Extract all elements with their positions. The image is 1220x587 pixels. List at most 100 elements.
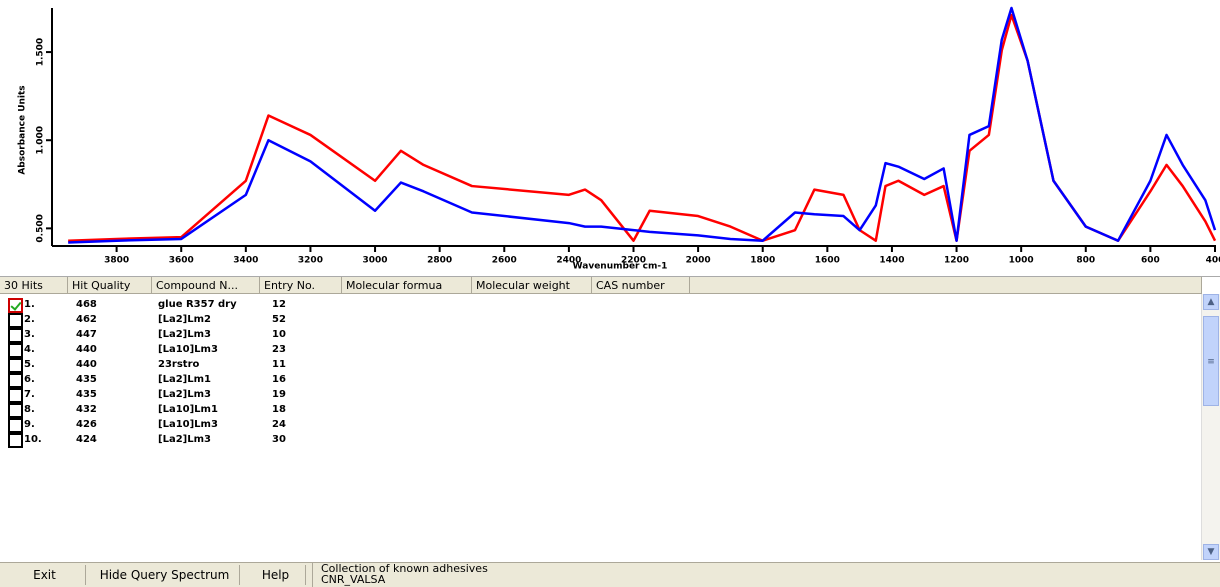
- table-cell: 440: [76, 359, 97, 370]
- column-header[interactable]: CAS number: [592, 277, 690, 294]
- x-tick-label: 800: [1076, 256, 1095, 266]
- table-cell: 19: [272, 389, 286, 400]
- table-cell: 6.: [24, 374, 35, 385]
- x-tick-label: 2400: [556, 256, 581, 266]
- x-tick-label: 2800: [427, 256, 452, 266]
- table-cell: 435: [76, 374, 97, 385]
- hits-table: ▲ ≡ ▼ 30 Hits Hit Quality Compound N... Ent…: [0, 276, 1220, 561]
- table-cell: [La2]Lm3: [158, 389, 211, 400]
- table-cell: 30: [272, 434, 286, 445]
- table-cell: 11: [272, 359, 286, 370]
- table-row[interactable]: 7. 435 [La2]Lm3 19: [0, 387, 1200, 403]
- table-cell: [La2]Lm3: [158, 329, 211, 340]
- checkbox[interactable]: [8, 343, 23, 358]
- checkbox[interactable]: [8, 298, 23, 313]
- table-cell: 424: [76, 434, 97, 445]
- y-tick-label: 1.000: [36, 126, 46, 154]
- column-header[interactable]: Molecular weight: [472, 277, 592, 294]
- table-cell: 7.: [24, 389, 35, 400]
- column-header[interactable]: Entry No.: [260, 277, 342, 294]
- table-cell: [La2]Lm3: [158, 434, 211, 445]
- table-cell: 435: [76, 389, 97, 400]
- scroll-up[interactable]: ▲: [1203, 294, 1219, 310]
- scroll-down[interactable]: ▼: [1203, 544, 1219, 560]
- table-cell: 18: [272, 404, 286, 415]
- bottom-bar: Collection of known adhesives CNR_VALSA E…: [0, 562, 1220, 587]
- table-cell: 468: [76, 299, 97, 310]
- x-tick-label: 2000: [686, 256, 711, 266]
- table-cell: 462: [76, 314, 97, 325]
- checkbox[interactable]: [8, 433, 23, 448]
- table-cell: 440: [76, 344, 97, 355]
- column-header[interactable]: Molecular formua: [342, 277, 472, 294]
- x-tick-label: 3600: [169, 256, 194, 266]
- x-axis-label: Wavenumber cm-1: [573, 262, 668, 272]
- x-tick-label: 1400: [879, 256, 904, 266]
- checkbox[interactable]: [8, 403, 23, 418]
- scroll-thumb[interactable]: ≡: [1203, 316, 1219, 406]
- x-tick-label: 400: [1206, 256, 1220, 266]
- column-header[interactable]: 30 Hits: [0, 277, 68, 294]
- checkbox[interactable]: [8, 418, 23, 433]
- table-cell: 1.: [24, 299, 35, 310]
- table-cell: glue R357 dry: [158, 299, 237, 310]
- table-row[interactable]: 4. 440 [La10]Lm3 23: [0, 342, 1200, 358]
- table-cell: 12: [272, 299, 286, 310]
- checkbox[interactable]: [8, 313, 23, 328]
- checkbox[interactable]: [8, 373, 23, 388]
- checkbox[interactable]: [8, 388, 23, 403]
- table-cell: 8.: [24, 404, 35, 415]
- status-text: Collection of known adhesives CNR_VALSA: [312, 563, 488, 587]
- table-cell: 23rstro: [158, 359, 200, 370]
- checkbox[interactable]: [8, 328, 23, 343]
- table-cell: 4.: [24, 344, 35, 355]
- table-cell: 10.: [24, 434, 42, 445]
- table-row[interactable]: 9. 426 [La10]Lm3 24: [0, 417, 1200, 433]
- table-cell: [La2]Lm2: [158, 314, 211, 325]
- status-line: CNR_VALSA: [321, 573, 386, 586]
- table-cell: [La2]Lm1: [158, 374, 211, 385]
- table-row[interactable]: 8. 432 [La10]Lm1 18: [0, 402, 1200, 418]
- table-cell: 52: [272, 314, 286, 325]
- button[interactable]: Help: [246, 565, 306, 585]
- table-cell: [La10]Lm3: [158, 344, 218, 355]
- x-tick-label: 600: [1141, 256, 1160, 266]
- table-row[interactable]: 5. 440 23rstro 11: [0, 357, 1200, 373]
- table-cell: [La10]Lm3: [158, 419, 218, 430]
- button[interactable]: Exit: [4, 565, 86, 585]
- x-tick-label: 1600: [815, 256, 840, 266]
- x-tick-label: 1800: [750, 256, 775, 266]
- x-tick-label: 2200: [621, 256, 646, 266]
- table-cell: 23: [272, 344, 286, 355]
- table-row[interactable]: 3. 447 [La2]Lm3 10: [0, 327, 1200, 343]
- spectrum-chart: Absorbance Units Wavenumber cm-1 3800 360…: [18, 6, 1220, 272]
- y-tick-label: 1.500: [36, 38, 46, 66]
- spectrum-line: [68, 6, 1217, 244]
- table-cell: 426: [76, 419, 97, 430]
- checkbox[interactable]: [8, 358, 23, 373]
- table-cell: 9.: [24, 419, 35, 430]
- button[interactable]: Hide Query Spectrum: [90, 565, 240, 585]
- scrollbar[interactable]: ▲ ≡ ▼: [1201, 294, 1220, 560]
- table-cell: 16: [272, 374, 286, 385]
- table-cell: 10: [272, 329, 286, 340]
- table-cell: 432: [76, 404, 97, 415]
- x-tick-label: 3000: [363, 256, 388, 266]
- table-row[interactable]: 6. 435 [La2]Lm1 16: [0, 372, 1200, 388]
- table-cell: 24: [272, 419, 286, 430]
- table-row[interactable]: 10. 424 [La2]Lm3 30: [0, 432, 1200, 448]
- x-tick-label: 1200: [944, 256, 969, 266]
- table-row[interactable]: 1. 468 glue R357 dry 12: [0, 297, 1200, 313]
- table-cell: 447: [76, 329, 97, 340]
- column-header[interactable]: Hit Quality: [68, 277, 152, 294]
- table-cell: 5.: [24, 359, 35, 370]
- table-cell: 3.: [24, 329, 35, 340]
- column-header[interactable]: Compound N...: [152, 277, 260, 294]
- status-line: Collection of known adhesives: [321, 562, 488, 575]
- table-row[interactable]: 2. 462 [La2]Lm2 52: [0, 312, 1200, 328]
- x-tick-label: 3400: [233, 256, 258, 266]
- x-tick-label: 3800: [104, 256, 129, 266]
- x-tick-label: 1000: [1009, 256, 1034, 266]
- y-tick-label: 0.500: [36, 214, 46, 242]
